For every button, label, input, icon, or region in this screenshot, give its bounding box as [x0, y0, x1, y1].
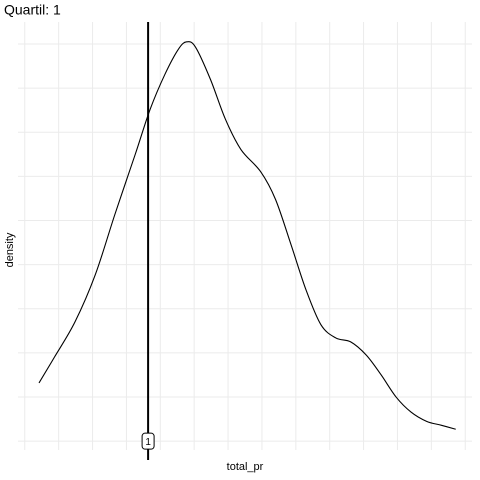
vline-label-box	[141, 432, 155, 450]
chart-title: Quartil: 1	[4, 2, 61, 18]
y-axis-label: density	[4, 232, 16, 267]
vline-label: 1	[145, 437, 151, 448]
x-axis-label: total_pr	[227, 461, 264, 473]
density-curve	[38, 41, 456, 430]
